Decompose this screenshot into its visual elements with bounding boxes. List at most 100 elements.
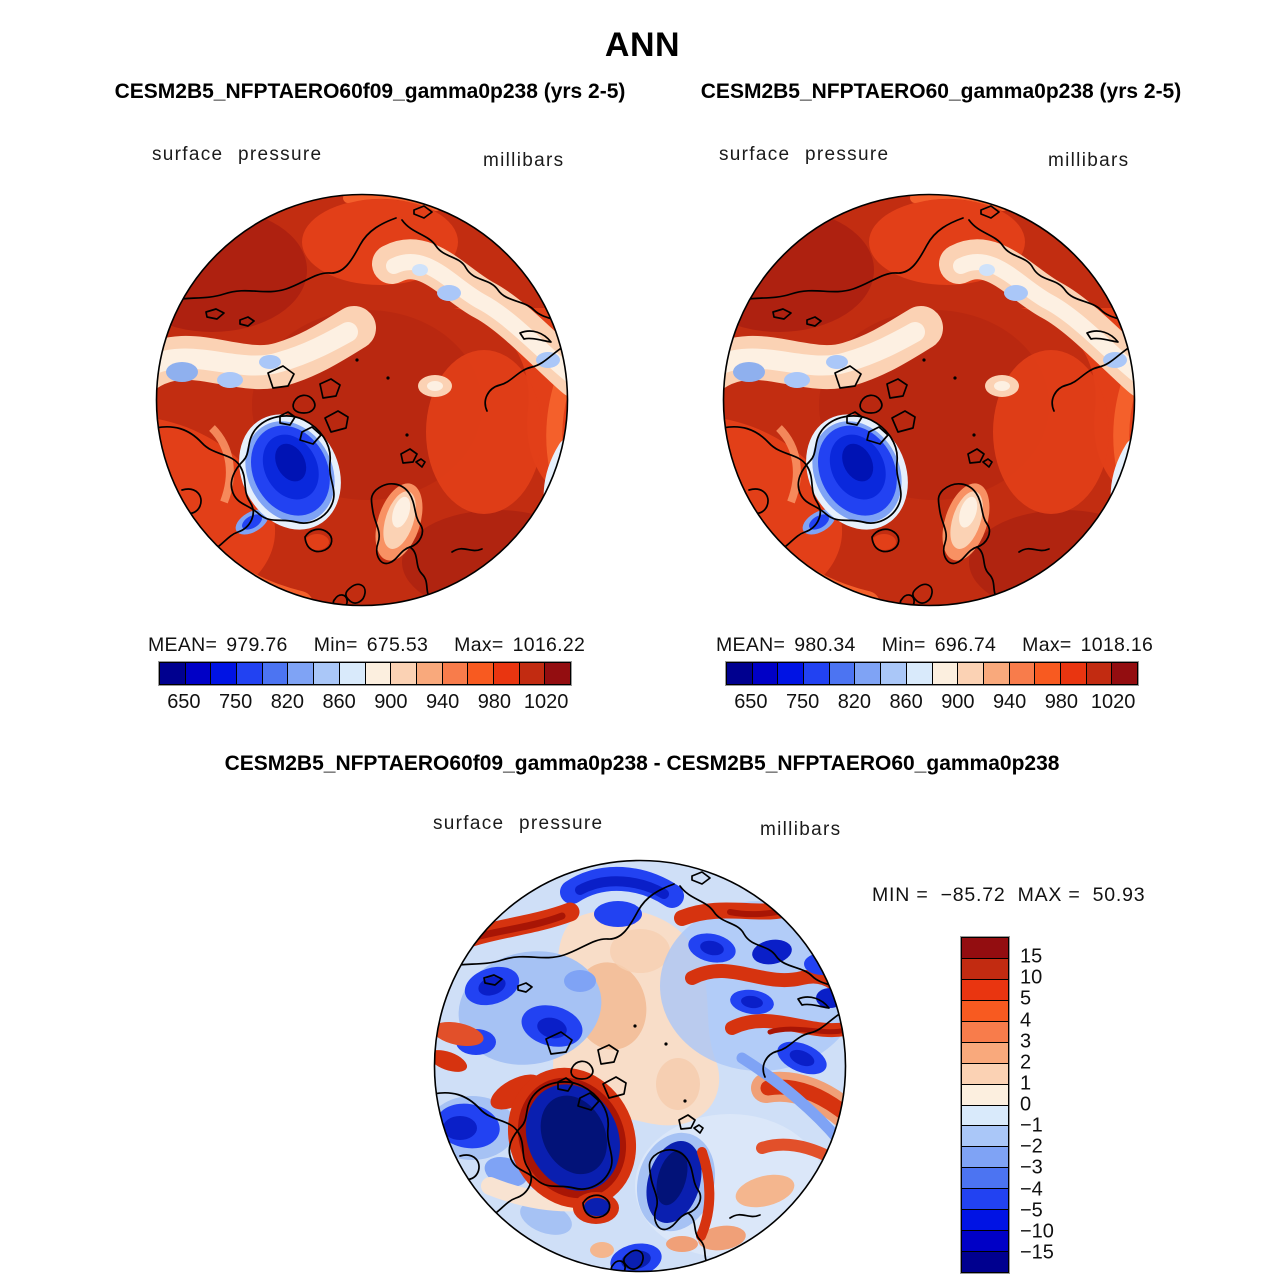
colorbar-cell [931,662,959,685]
diff-colorbar [960,936,1010,1274]
colorbar-cell [961,1167,1009,1190]
colorbar-cell [441,662,469,685]
colorbar-tick: 900 [941,691,975,713]
colorbar-tick: 650 [167,691,201,713]
diff-colorbar-labels: 15 10 5 4 3 2 1 0 −1 −2 −3 −4 −5 −10 −15 [1020,936,1090,1274]
colorbar-cell [492,662,520,685]
colorbar-cell [751,662,779,685]
right-colorbar-ticks: 650 750 820 860 900 940 980 1020 [725,691,1139,715]
diff-colorbar-label: 2 [1020,1051,1032,1074]
colorbar-cell [415,662,443,685]
colorbar-cell [777,662,805,685]
right-min-value: 696.74 [934,634,997,656]
right-stats: MEAN= 980.34 Min= 696.74 Max= 1018.16 [716,634,1153,657]
diff-units-label: millibars [760,819,842,840]
colorbar-cell [1111,662,1138,685]
left-min-label: Min= [313,634,358,656]
diff-panel-title: CESM2B5_NFPTAERO60f09_gamma0p238 - CESM2… [224,752,1060,775]
colorbar-cell [961,1251,1009,1273]
colorbar-cell [961,1230,1009,1253]
right-map-plot [719,190,1139,610]
colorbar-cell [159,662,186,685]
left-min-value: 675.53 [366,634,429,656]
colorbar-tick: 860 [322,691,356,713]
colorbar-tick: 750 [218,691,253,713]
diff-colorbar-label: 3 [1020,1030,1032,1053]
diff-colorbar-label: 10 [1020,966,1043,989]
colorbar-cell [364,662,392,685]
colorbar-tick: 860 [889,691,923,713]
colorbar-cell [390,662,417,685]
diff-minmax: MIN = −85.72 MAX = 50.93 [872,884,1145,907]
colorbar-cell [287,662,315,685]
colorbar-cell [961,1083,1009,1106]
right-colorbar [725,661,1139,686]
colorbar-cell [313,662,340,685]
diff-colorbar-label: −5 [1020,1199,1043,1222]
colorbar-cell [828,662,856,685]
diff-colorbar-label: −10 [1020,1220,1054,1243]
colorbar-cell [880,662,907,685]
colorbar-tick: 940 [425,691,460,713]
colorbar-cell [338,662,366,685]
colorbar-cell [544,662,571,685]
diff-min-value: −85.72 [940,884,1006,906]
colorbar-cell [261,662,289,685]
colorbar-cell [961,1209,1009,1232]
colorbar-cell [961,1146,1009,1169]
left-mean-label: MEAN= [148,634,218,656]
colorbar-cell [803,662,830,685]
colorbar-cell [236,662,263,685]
diff-colorbar-label: −3 [1020,1156,1043,1179]
colorbar-cell [961,1188,1009,1211]
diff-colorbar-label: −4 [1020,1178,1043,1200]
colorbar-cell [905,662,933,685]
left-max-label: Max= [454,634,504,656]
diff-colorbar-label: −15 [1020,1241,1054,1264]
left-map-plot [152,190,572,610]
colorbar-cell [518,662,546,685]
colorbar-cell [961,1125,1009,1148]
colorbar-cell [961,1041,1009,1064]
colorbar-cell [961,978,1009,1001]
colorbar-cell [1008,662,1036,685]
colorbar-cell [961,937,1009,959]
right-min-label: Min= [881,634,926,656]
diff-max-label: MAX = [1017,884,1081,906]
colorbar-tick: 1020 [1090,691,1136,713]
colorbar-cell [1059,662,1087,685]
diff-max-value: 50.93 [1092,884,1146,906]
right-units-label: millibars [1048,150,1130,171]
colorbar-tick: 820 [837,691,872,713]
diff-colorbar-label: 4 [1020,1009,1032,1031]
diff-map-plot [430,856,850,1276]
colorbar-cell [1085,662,1113,685]
left-panel-subtitle: CESM2B5_NFPTAERO60f09_gamma0p238 (yrs 2-… [114,80,626,103]
colorbar-tick: 820 [270,691,305,713]
colorbar-cell [467,662,494,685]
colorbar-cell [961,957,1009,980]
colorbar-tick: 650 [734,691,768,713]
right-field-label: surface pressure [719,144,890,165]
left-max-value: 1016.22 [512,634,586,656]
right-panel-subtitle: CESM2B5_NFPTAERO60_gamma0p238 (yrs 2-5) [700,80,1182,103]
colorbar-tick: 980 [477,691,512,713]
right-mean-label: MEAN= [716,634,786,656]
diff-colorbar-label: −1 [1020,1114,1043,1137]
right-max-value: 1018.16 [1080,634,1154,656]
page-title: ANN [604,26,681,64]
colorbar-cell [1034,662,1061,685]
diff-colorbar-label: 0 [1020,1093,1032,1116]
colorbar-cell [957,662,984,685]
colorbar-tick: 940 [992,691,1027,713]
diff-colorbar-label: 1 [1020,1072,1032,1095]
diff-colorbar-label: 5 [1020,987,1032,1010]
diff-min-label: MIN = [872,884,929,906]
colorbar-cell [726,662,753,685]
colorbar-cell [961,999,1009,1022]
colorbar-tick: 980 [1044,691,1079,713]
colorbar-cell [961,1062,1009,1085]
left-colorbar [158,661,572,686]
colorbar-cell [854,662,882,685]
colorbar-cell [961,1020,1009,1043]
